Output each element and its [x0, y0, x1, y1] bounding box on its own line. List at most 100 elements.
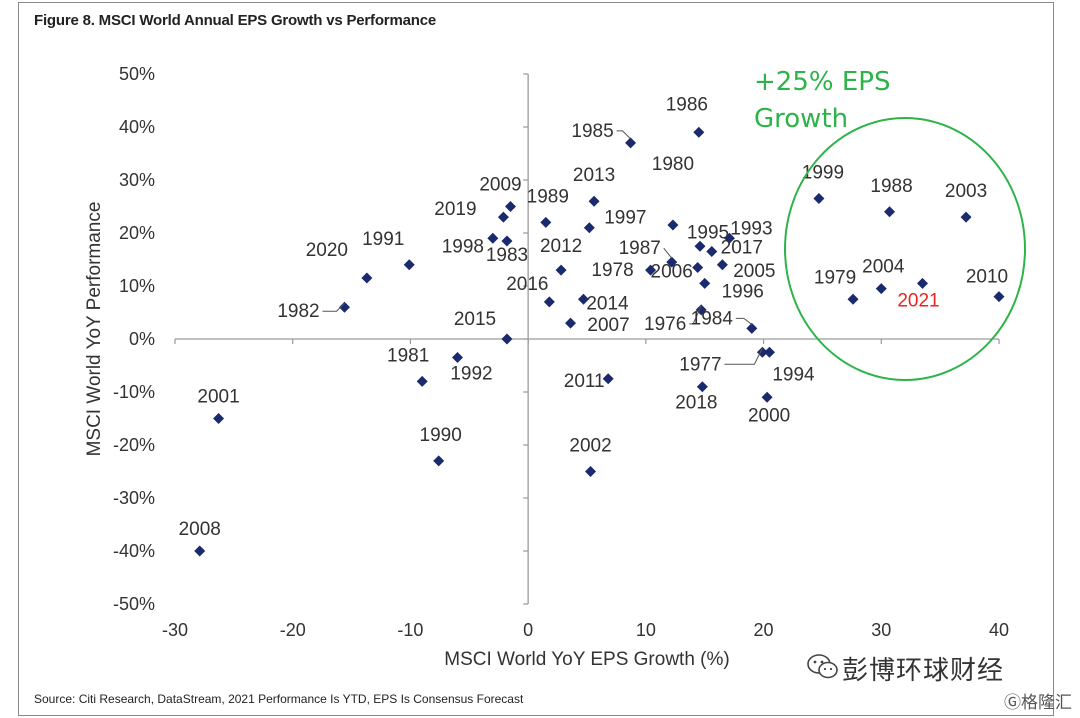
y-tick-label: 50% [119, 64, 155, 84]
point-1978 [645, 264, 657, 276]
y-tick-label: 20% [119, 223, 155, 243]
point-1999 [813, 193, 825, 205]
point-1982 [339, 301, 351, 313]
point-1990 [433, 455, 445, 467]
y-tick-label: -10% [113, 382, 155, 402]
label-2012: 2012 [540, 236, 582, 257]
label-1988: 1988 [870, 176, 912, 197]
label-2000: 2000 [748, 405, 790, 426]
label-leader-1987 [663, 247, 673, 259]
label-1979: 1979 [814, 267, 856, 288]
point-1986 [693, 126, 705, 138]
label-2021: 2021 [897, 290, 939, 311]
x-tick-label: 0 [523, 620, 533, 640]
chart-axes [175, 74, 999, 604]
point-1993 [723, 232, 735, 244]
label-1985: 1985 [571, 121, 613, 142]
point-2012 [555, 264, 567, 276]
label-2007: 2007 [587, 315, 629, 336]
point-2010 [993, 291, 1005, 303]
label-2001: 2001 [197, 387, 239, 408]
x-tick-label: 10 [636, 620, 656, 640]
label-1980: 1980 [652, 154, 694, 175]
label-1977: 1977 [679, 354, 721, 375]
label-leader-1982 [322, 302, 345, 312]
point-1995 [694, 240, 706, 252]
y-tick-label: -20% [113, 435, 155, 455]
point-1979 [847, 293, 859, 305]
eps-growth-annotation: +25% EPS Growth [754, 67, 1026, 381]
y-tick-label: 40% [119, 117, 155, 137]
point-2013 [588, 195, 600, 207]
point-2000 [761, 391, 773, 403]
point-2001 [213, 413, 225, 424]
point-1989 [540, 216, 552, 228]
label-1993: 1993 [730, 218, 772, 239]
label-1992: 1992 [450, 364, 492, 385]
point-2014 [577, 293, 589, 305]
label-1981: 1981 [387, 345, 429, 366]
label-2017: 2017 [721, 238, 763, 259]
label-2016: 2016 [506, 274, 548, 295]
point-2018 [696, 381, 708, 393]
point-2007 [565, 317, 577, 329]
watermark-logo-icon: Ⓖ [1004, 693, 1021, 713]
point-2006 [692, 261, 704, 273]
point-1994 [763, 346, 775, 358]
label-2019: 2019 [434, 199, 476, 220]
label-2018: 2018 [675, 393, 717, 414]
label-leader-1976 [689, 305, 702, 325]
label-1986: 1986 [666, 94, 708, 115]
label-2008: 2008 [179, 519, 221, 540]
point-1997 [583, 222, 595, 234]
point-1987 [666, 256, 678, 268]
y-tick-label: -30% [113, 488, 155, 508]
source-note: Source: Citi Research, DataStream, 2021 … [34, 692, 524, 706]
point-1985 [625, 137, 637, 149]
y-tick-label: 10% [119, 276, 155, 296]
y-tick-label: 30% [119, 170, 155, 190]
label-2014: 2014 [586, 293, 629, 314]
label-2005: 2005 [733, 261, 775, 282]
point-2017 [706, 246, 718, 258]
label-leader-1984 [735, 317, 753, 325]
label-1991: 1991 [362, 229, 404, 250]
label-2013: 2013 [573, 165, 615, 186]
label-2003: 2003 [945, 181, 987, 202]
highlight-circle [784, 117, 1026, 381]
label-2006: 2006 [651, 261, 693, 282]
figure-title: Figure 8. MSCI World Annual EPS Growth v… [34, 12, 436, 29]
chart-ticks: 50% 40% 30% 20% 10% 0% -10% -20% -30% -40% -50% -30… [113, 64, 1009, 640]
point-1996 [699, 277, 711, 289]
point-2021 [916, 277, 928, 289]
x-tick-label: -10 [397, 620, 423, 640]
point-2008 [194, 545, 206, 557]
point-2011 [602, 373, 614, 385]
point-2020 [361, 272, 373, 284]
label-1987: 1987 [619, 238, 661, 259]
x-tick-label: -30 [162, 620, 188, 640]
label-1997: 1997 [604, 208, 646, 229]
label-1995: 1995 [687, 222, 729, 243]
point-1998 [487, 232, 499, 244]
label-1989: 1989 [527, 186, 569, 207]
watermark-text: 彭博环球财经 [842, 656, 1005, 686]
label-leader-1977 [724, 348, 763, 365]
label-2011: 2011 [564, 371, 605, 392]
label-1983: 1983 [486, 245, 528, 266]
point-1992 [452, 352, 464, 364]
label-2009: 2009 [479, 175, 521, 196]
x-tick-label: 40 [989, 620, 1009, 640]
y-tick-label: -40% [113, 541, 155, 561]
label-1976: 1976 [644, 314, 686, 335]
label-1982: 1982 [277, 301, 319, 322]
label-2002: 2002 [569, 436, 611, 457]
point-1977 [756, 346, 768, 358]
label-1990: 1990 [420, 425, 462, 446]
point-2002 [585, 466, 597, 477]
watermark-sub: Ⓖ格隆汇 [1004, 693, 1072, 713]
annotation-line-2: Growth [754, 104, 848, 134]
chart-points [194, 126, 1005, 557]
x-tick-label: 20 [754, 620, 774, 640]
